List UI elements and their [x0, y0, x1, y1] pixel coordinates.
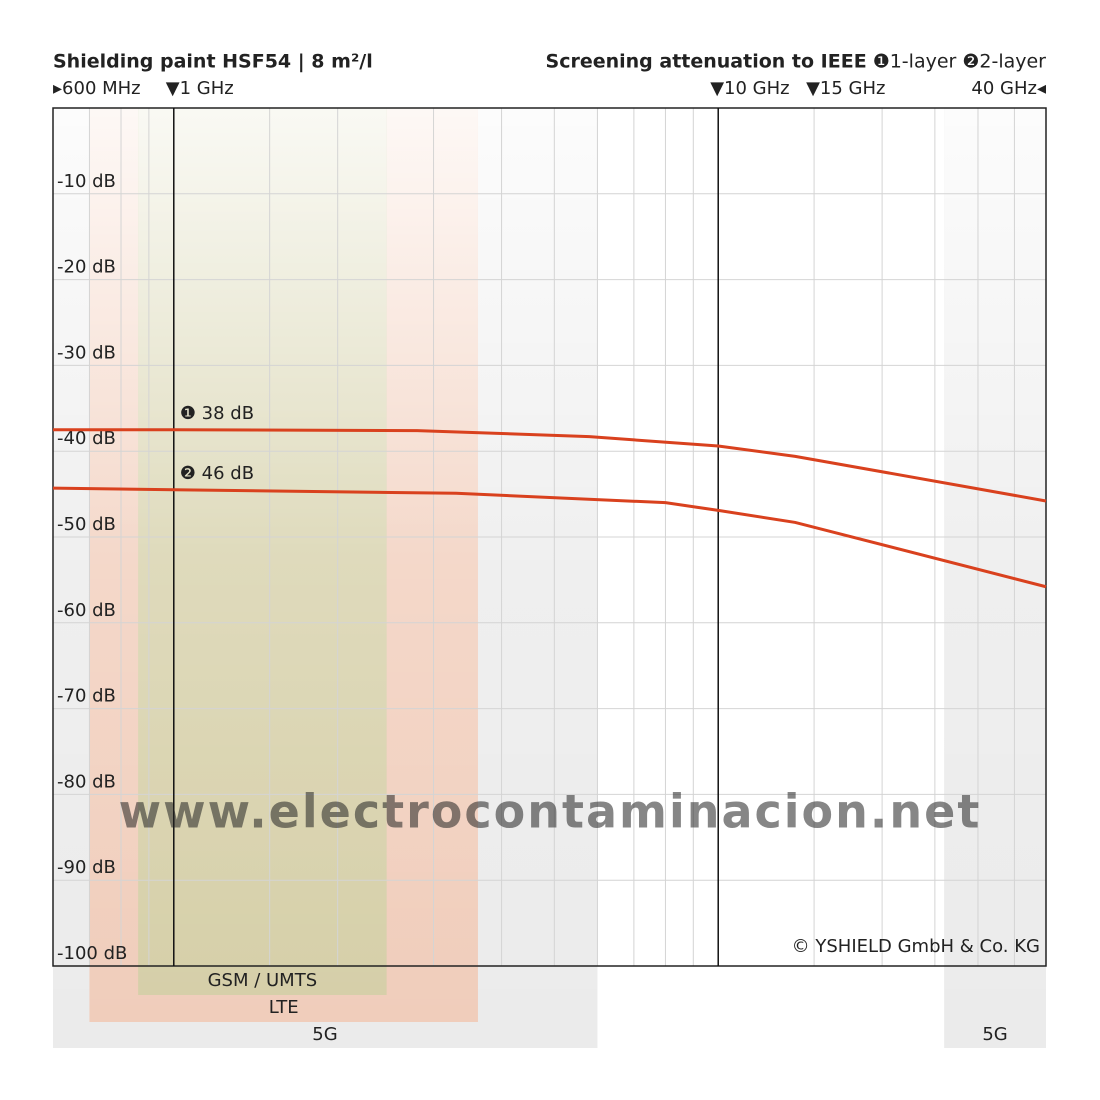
- plot-frame: [52, 107, 1047, 967]
- y-tick-label: -100 dB: [57, 943, 127, 964]
- x-tick-label: ▼10 GHz: [710, 78, 789, 99]
- series-line: [52, 486, 1047, 589]
- series-line: [53, 428, 1047, 503]
- band-label: LTE: [269, 997, 299, 1018]
- y-tick-label: -30 dB: [57, 342, 116, 363]
- y-tick-label: -80 dB: [57, 771, 116, 792]
- legend-title: Screening attenuation to IEEE: [546, 51, 867, 73]
- annotation: ❶ 38 dB: [180, 403, 254, 424]
- copyright: © YSHIELD GmbH & Co. KG: [792, 936, 1040, 957]
- y-tick-label: -60 dB: [57, 600, 116, 621]
- watermark: www.electrocontaminacion.net: [119, 785, 982, 839]
- annotation: ❷ 46 dB: [180, 463, 254, 484]
- y-tick-label: -90 dB: [57, 857, 116, 878]
- band-label: GSM / UMTS: [208, 970, 318, 991]
- band-label: 5G: [982, 1024, 1007, 1045]
- y-tick-label: -70 dB: [57, 686, 116, 707]
- x-tick-label: 40 GHz◂: [971, 78, 1046, 99]
- y-tick-label: -40 dB: [57, 428, 116, 449]
- legend-entry: ❷2-layer: [962, 51, 1046, 73]
- band-fade: [944, 108, 1046, 1048]
- x-tick-label: ▼15 GHz: [806, 78, 885, 99]
- y-tick-label: -50 dB: [57, 514, 116, 535]
- chart-title: Shielding paint HSF54 | 8 m²/l: [53, 51, 373, 73]
- band-label: 5G: [312, 1024, 337, 1045]
- y-tick-label: -10 dB: [57, 171, 116, 192]
- band-fade: [138, 108, 387, 995]
- y-tick-label: -20 dB: [57, 257, 116, 278]
- x-tick-label: ▸600 MHz: [53, 78, 141, 99]
- x-tick-label: ▼1 GHz: [166, 78, 234, 99]
- legend-entry: ❶1-layer: [873, 51, 957, 73]
